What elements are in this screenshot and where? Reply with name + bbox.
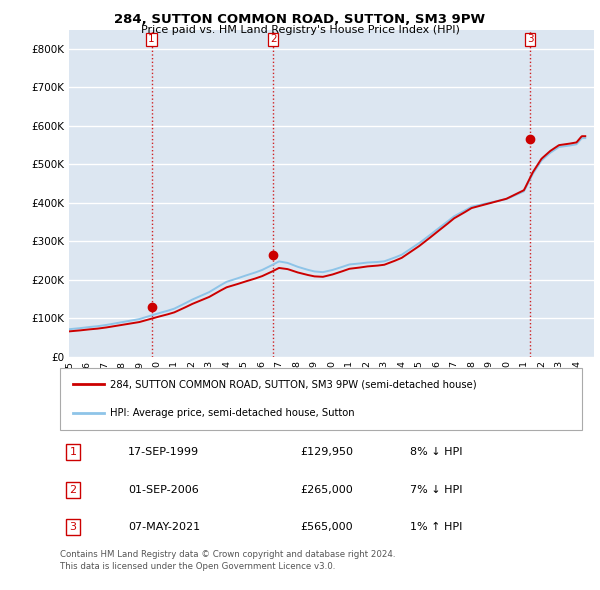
Text: 3: 3 [70,522,77,532]
Text: £265,000: £265,000 [300,485,353,494]
FancyBboxPatch shape [60,368,582,430]
Text: 1% ↑ HPI: 1% ↑ HPI [410,522,462,532]
Text: 2: 2 [270,34,277,44]
Text: £565,000: £565,000 [300,522,353,532]
Text: 1: 1 [70,447,77,457]
Text: 8% ↓ HPI: 8% ↓ HPI [410,447,462,457]
Text: 07-MAY-2021: 07-MAY-2021 [128,522,200,532]
Text: 284, SUTTON COMMON ROAD, SUTTON, SM3 9PW: 284, SUTTON COMMON ROAD, SUTTON, SM3 9PW [115,13,485,26]
Text: £129,950: £129,950 [300,447,353,457]
Text: 1: 1 [148,34,155,44]
Text: 7% ↓ HPI: 7% ↓ HPI [410,485,462,494]
Text: Price paid vs. HM Land Registry's House Price Index (HPI): Price paid vs. HM Land Registry's House … [140,25,460,35]
Text: 17-SEP-1999: 17-SEP-1999 [128,447,199,457]
Text: 3: 3 [527,34,533,44]
Text: 01-SEP-2006: 01-SEP-2006 [128,485,199,494]
Text: 284, SUTTON COMMON ROAD, SUTTON, SM3 9PW (semi-detached house): 284, SUTTON COMMON ROAD, SUTTON, SM3 9PW… [110,379,476,389]
Text: 2: 2 [70,485,77,494]
Text: HPI: Average price, semi-detached house, Sutton: HPI: Average price, semi-detached house,… [110,408,354,418]
Text: Contains HM Land Registry data © Crown copyright and database right 2024.
This d: Contains HM Land Registry data © Crown c… [60,550,395,571]
